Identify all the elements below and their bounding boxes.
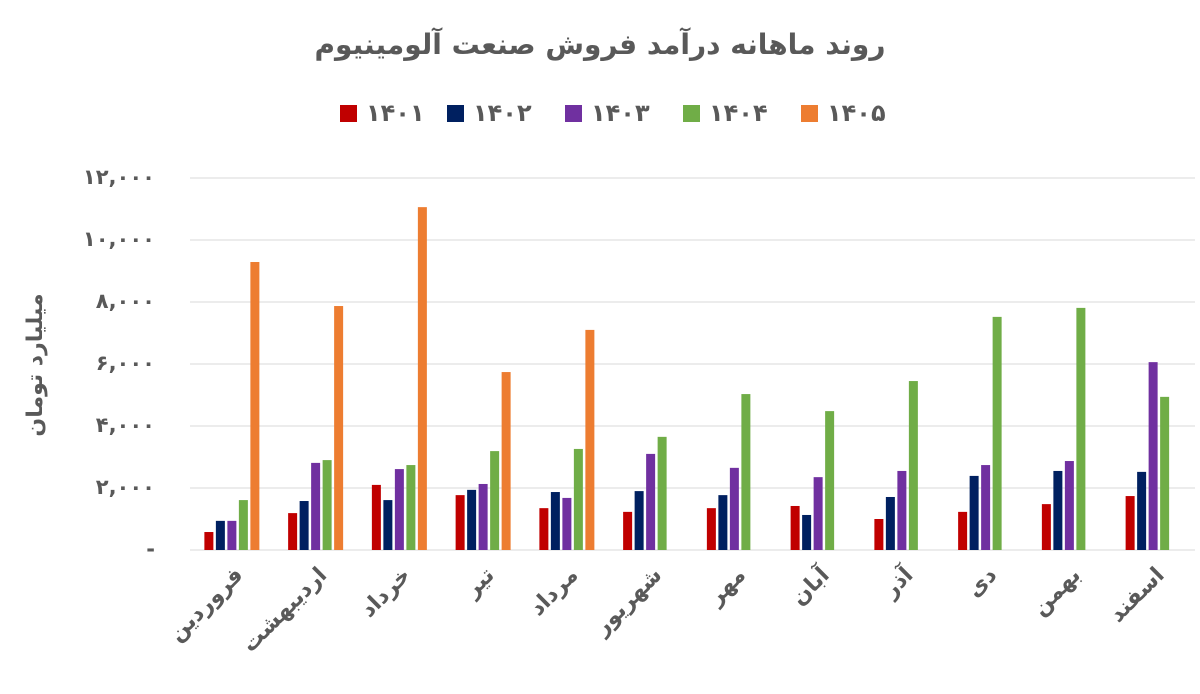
bar — [1053, 470, 1063, 550]
bar — [406, 465, 416, 550]
bar — [322, 460, 332, 550]
bar — [1064, 461, 1074, 550]
bar — [585, 329, 595, 550]
bar — [550, 492, 560, 550]
bar — [334, 306, 344, 550]
bar — [227, 520, 237, 550]
bar — [1160, 396, 1170, 550]
legend-label: ۱۴۰۲ — [473, 99, 532, 127]
bar — [371, 484, 381, 550]
x-tick-label: اسفند — [1105, 563, 1170, 628]
bar — [874, 519, 884, 550]
y-tick-label: ۱۲,۰۰۰ — [83, 165, 155, 189]
x-tick-label: بهمن — [1028, 563, 1086, 621]
x-tick-label: دی — [962, 563, 1002, 603]
bar — [706, 508, 716, 550]
y-axis-label: میلیارد تومان — [23, 293, 48, 436]
bar — [539, 508, 549, 550]
x-tick-label: آذر — [876, 560, 919, 603]
x-tick-label: آبان — [785, 560, 835, 610]
x-tick-label: مرداد — [525, 563, 583, 621]
y-tick-label: ۱۰,۰۰۰ — [83, 227, 155, 251]
bar — [1137, 471, 1147, 550]
bar — [394, 469, 404, 550]
y-tick-label: ۲,۰۰۰ — [96, 475, 155, 499]
bar — [311, 462, 321, 550]
legend-swatch — [801, 105, 818, 122]
bar — [969, 475, 979, 550]
bar — [417, 207, 427, 550]
bar — [562, 497, 572, 550]
bar — [825, 411, 835, 550]
y-tick-label: ۸,۰۰۰ — [96, 289, 155, 313]
bar — [467, 489, 477, 550]
bar — [802, 514, 812, 550]
bar — [992, 316, 1002, 550]
bar — [1148, 362, 1158, 550]
bar — [897, 470, 907, 550]
legend-swatch — [447, 105, 464, 122]
y-tick-label: - — [146, 537, 155, 561]
bar — [623, 511, 633, 550]
legend-swatch — [340, 105, 357, 122]
legend-swatch — [565, 105, 582, 122]
legend-swatch — [683, 105, 700, 122]
x-tick-label: تیر — [459, 563, 499, 603]
bar — [478, 483, 488, 550]
bar — [908, 381, 918, 550]
bar — [288, 513, 298, 550]
legend-label: ۱۴۰۵ — [827, 99, 886, 127]
legend-label: ۱۴۰۱ — [366, 99, 425, 127]
x-tick-label: اردیبهشت — [237, 563, 332, 658]
bar — [981, 465, 991, 550]
bar — [1076, 307, 1086, 550]
bar — [1125, 496, 1135, 550]
y-tick-label: ۶,۰۰۰ — [96, 351, 155, 375]
bar — [573, 448, 583, 550]
bar — [501, 372, 511, 550]
bar — [383, 500, 393, 550]
bar — [299, 501, 309, 550]
bar — [885, 496, 895, 550]
legend-label: ۱۴۰۳ — [591, 99, 650, 127]
bar — [1041, 504, 1051, 550]
bar — [215, 520, 225, 550]
y-tick-label: ۴,۰۰۰ — [96, 413, 155, 437]
x-tick-label: مهر — [703, 563, 751, 611]
bar — [634, 491, 644, 550]
bar — [490, 451, 500, 550]
bar — [741, 394, 751, 550]
chart-title: روند ماهانه درآمد فروش صنعت آلومینیوم — [315, 27, 886, 61]
bar — [455, 495, 465, 550]
x-tick-label: شهریور — [589, 563, 667, 641]
bar — [813, 477, 823, 550]
bar — [790, 505, 800, 550]
legend-label: ۱۴۰۴ — [709, 99, 768, 127]
bar — [250, 262, 260, 550]
bar — [657, 436, 667, 550]
x-tick-label: خرداد — [356, 563, 416, 623]
x-tick-label: فروردین — [164, 563, 248, 647]
bar — [646, 453, 656, 550]
bar — [958, 511, 968, 550]
bar — [238, 500, 248, 550]
bar — [204, 532, 214, 550]
bar — [729, 467, 739, 550]
bar — [718, 495, 728, 550]
